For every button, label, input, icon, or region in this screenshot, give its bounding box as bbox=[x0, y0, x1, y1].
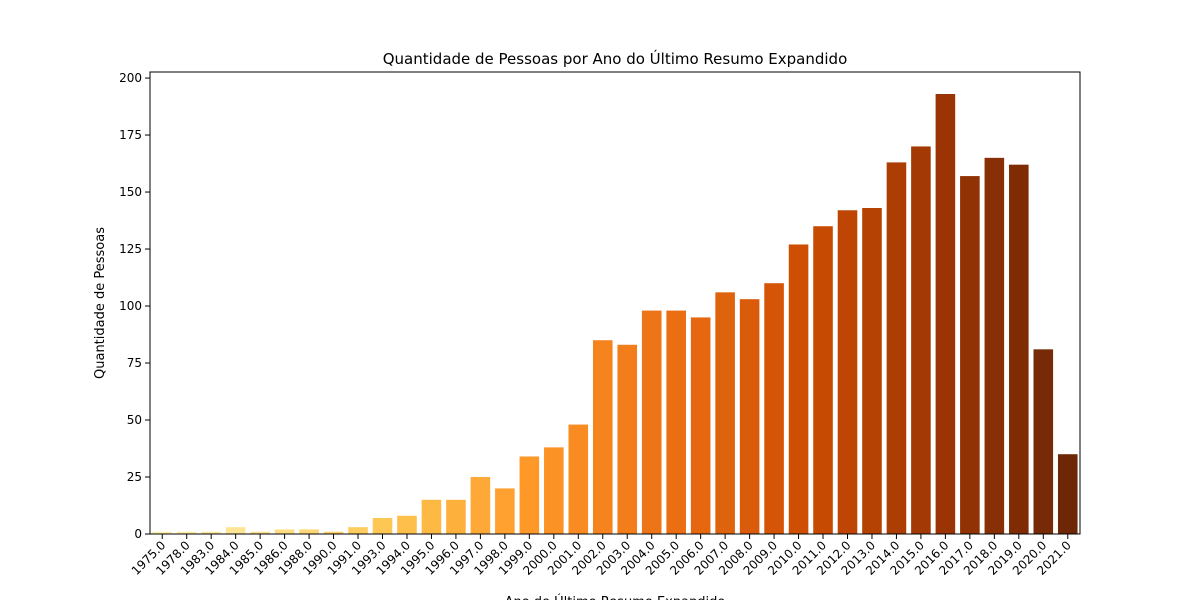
bar bbox=[837, 210, 858, 535]
y-tick-label: 150 bbox=[119, 185, 142, 199]
bar bbox=[666, 310, 686, 534]
y-tick-label: 50 bbox=[127, 413, 142, 427]
bar bbox=[592, 340, 613, 534]
plot-frame bbox=[149, 71, 1081, 535]
bar bbox=[274, 529, 295, 534]
bar bbox=[813, 226, 833, 535]
bar bbox=[250, 531, 270, 534]
chart-title: Quantidade de Pessoas por Ano do Último … bbox=[383, 49, 848, 68]
bar bbox=[421, 499, 442, 534]
bar bbox=[176, 531, 197, 534]
bar bbox=[715, 292, 735, 534]
bar bbox=[764, 283, 784, 534]
bar bbox=[470, 477, 491, 534]
bar bbox=[348, 527, 368, 534]
bar bbox=[641, 310, 662, 534]
bar bbox=[152, 531, 173, 534]
bar bbox=[323, 531, 344, 534]
bar bbox=[617, 344, 638, 534]
bar bbox=[519, 456, 540, 534]
y-axis-label: Quantidade de Pessoas bbox=[93, 227, 108, 379]
y-tick-label: 200 bbox=[119, 71, 142, 85]
bar bbox=[960, 176, 980, 534]
y-tick-label: 25 bbox=[127, 470, 142, 484]
bar bbox=[886, 162, 907, 534]
x-axis-label: Ano do Último Resumo Expandido bbox=[505, 594, 726, 600]
bar bbox=[225, 527, 246, 534]
y-tick-label: 175 bbox=[119, 128, 142, 142]
bar bbox=[201, 531, 221, 534]
bar bbox=[984, 157, 1005, 534]
bar bbox=[788, 244, 809, 535]
bar bbox=[495, 488, 515, 534]
bar bbox=[690, 317, 711, 534]
y-tick-label: 125 bbox=[119, 242, 142, 256]
bar bbox=[544, 447, 564, 534]
bar bbox=[446, 499, 466, 534]
bar bbox=[935, 94, 956, 534]
bar bbox=[1033, 349, 1054, 534]
bar bbox=[862, 207, 882, 535]
bar bbox=[299, 529, 319, 534]
y-tick-label: 75 bbox=[127, 356, 142, 370]
y-tick-label: 0 bbox=[134, 527, 142, 541]
bar bbox=[739, 299, 760, 534]
bar bbox=[397, 515, 417, 534]
bar bbox=[372, 518, 393, 534]
bar bbox=[1057, 454, 1078, 534]
y-tick-label: 100 bbox=[119, 299, 142, 313]
bar bbox=[1009, 164, 1029, 534]
bar bbox=[568, 424, 589, 534]
bar bbox=[911, 146, 931, 534]
